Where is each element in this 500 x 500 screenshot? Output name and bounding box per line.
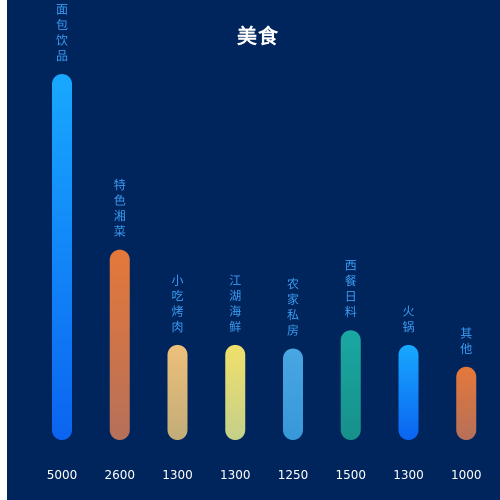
value-labels: 5000 2600 1300 1300 1250 1500 1300 1000 <box>47 468 482 482</box>
category-label-6: 西餐日料 <box>345 259 357 320</box>
bar-1 <box>52 74 72 440</box>
category-labels: 面包饮品特色湘菜小吃烤肉 江湖海鲜 农家私房 西餐日料火锅其他 <box>56 3 472 356</box>
bar-2 <box>109 249 130 440</box>
category-label-8: 其他 <box>460 326 472 356</box>
category-label-2: 特色湘菜 <box>114 177 126 239</box>
bar-3 <box>167 344 188 440</box>
category-label-3: 小吃烤肉 <box>171 273 183 334</box>
category-label-5: 农家私房 <box>287 277 299 338</box>
value-label-7: 1300 <box>393 468 424 482</box>
value-label-2: 2600 <box>104 468 135 482</box>
value-label-5: 1250 <box>278 468 309 482</box>
value-label-8: 1000 <box>451 468 482 482</box>
value-label-4: 1300 <box>220 468 251 482</box>
category-label-7: 火锅 <box>402 304 414 334</box>
left-edge-strip <box>0 0 7 500</box>
bar-4 <box>225 344 246 440</box>
category-label-4: 江湖海鲜 <box>229 273 241 334</box>
value-label-3: 1300 <box>162 468 193 482</box>
category-label-1: 面包饮品 <box>56 3 68 64</box>
value-label-1: 5000 <box>47 468 78 482</box>
bar-5 <box>283 348 303 440</box>
chart-title: 美食 <box>237 24 279 48</box>
value-label-6: 1500 <box>335 468 366 482</box>
bar-8 <box>456 366 477 440</box>
bar-6 <box>340 330 361 440</box>
bar-7 <box>398 344 419 440</box>
bars-layer <box>52 74 477 440</box>
